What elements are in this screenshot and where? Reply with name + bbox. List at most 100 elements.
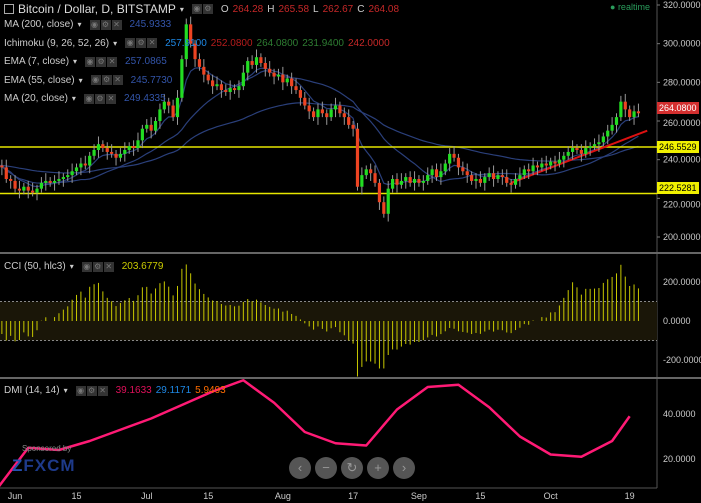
- sponsor-text: Sponsored by: [22, 444, 72, 453]
- candle-body: [259, 57, 263, 63]
- candle-body: [48, 180, 52, 183]
- dropdown-icon[interactable]: ▾: [69, 262, 74, 271]
- candle-body: [369, 169, 373, 174]
- indicator-value: 242.0000: [347, 37, 390, 49]
- candle-body: [57, 179, 61, 181]
- scroll-left-button[interactable]: ‹: [289, 457, 311, 479]
- close-icon[interactable]: ✕: [103, 261, 114, 272]
- candle-body: [202, 66, 206, 75]
- x-tick-label: 17: [348, 491, 358, 501]
- candle-body: [88, 155, 92, 166]
- dmi-plus-value: 39.1633: [115, 385, 152, 396]
- gear-icon[interactable]: ⚙: [94, 93, 105, 104]
- candle-body: [215, 84, 219, 87]
- candle-body: [448, 153, 452, 164]
- resistance-tag: 246.5529: [657, 141, 699, 153]
- gear-icon[interactable]: ⚙: [136, 38, 147, 48]
- y-tick-label: 200.0000: [663, 232, 701, 242]
- candle-body: [290, 78, 294, 87]
- eye-icon[interactable]: ◉: [83, 93, 94, 104]
- candle-body: [373, 173, 377, 183]
- zoom-in-button[interactable]: +: [367, 457, 389, 479]
- close-icon[interactable]: ✕: [111, 19, 122, 30]
- candle-body: [307, 105, 311, 112]
- cci-label[interactable]: CCI (50, hlc3): [4, 261, 66, 272]
- indicator-label[interactable]: MA (200, close): [4, 19, 74, 30]
- moving-average-line: [0, 70, 639, 184]
- dropdown-icon[interactable]: ▾: [71, 94, 76, 103]
- indicator-label[interactable]: MA (20, close): [4, 93, 68, 104]
- candle-body: [597, 142, 601, 145]
- eye-icon[interactable]: ◉: [125, 38, 136, 48]
- candle-body: [619, 101, 623, 118]
- candle-body: [74, 167, 79, 172]
- gear-icon[interactable]: ⚙: [101, 75, 112, 85]
- candle-body: [382, 202, 386, 214]
- candle-body: [443, 163, 447, 172]
- candle-body: [39, 182, 43, 189]
- cci-value: 203.6779: [121, 261, 164, 272]
- eye-icon[interactable]: ◉: [191, 4, 202, 14]
- candle-body: [22, 186, 26, 191]
- eye-icon[interactable]: ◉: [90, 75, 101, 85]
- eye-icon[interactable]: ◉: [89, 19, 100, 30]
- realtime-status: ● realtime: [610, 2, 650, 12]
- collapse-icon[interactable]: [4, 4, 14, 14]
- reset-button[interactable]: ↻: [341, 457, 363, 479]
- candle-body: [70, 171, 74, 176]
- indicator-value: 249.4335: [123, 93, 166, 104]
- candle-body: [101, 144, 105, 149]
- indicator-value: 257.9100: [165, 37, 207, 49]
- candle-body: [241, 72, 245, 87]
- close-icon[interactable]: ✕: [107, 56, 118, 67]
- candle-body: [162, 101, 166, 110]
- candle-body: [272, 72, 276, 77]
- eye-icon[interactable]: ◉: [81, 261, 92, 272]
- candle-body: [228, 88, 232, 92]
- close-icon[interactable]: ✕: [105, 93, 116, 104]
- indicator-label[interactable]: EMA (7, close): [4, 56, 70, 67]
- dropdown-icon[interactable]: ▾: [77, 20, 82, 29]
- candle-body: [31, 190, 35, 193]
- dropdown-icon[interactable]: ▾: [73, 57, 78, 66]
- dropdown-icon[interactable]: ▾: [179, 4, 184, 14]
- symbol-title[interactable]: Bitcoin / Dollar, D, BITSTAMP: [18, 2, 176, 16]
- y-tick-label: 280.0000: [663, 77, 701, 87]
- gear-icon[interactable]: ⚙: [202, 4, 213, 14]
- dropdown-icon[interactable]: ▾: [113, 38, 118, 48]
- dropdown-icon[interactable]: ▾: [63, 386, 68, 395]
- high-label: H: [267, 3, 275, 15]
- candle-body: [206, 74, 210, 81]
- candle-body: [461, 167, 465, 172]
- high-value: 265.58: [278, 3, 310, 15]
- candle-body: [35, 188, 39, 193]
- dropdown-icon[interactable]: ▾: [78, 75, 83, 85]
- indicator-value: 257.0865: [125, 56, 167, 67]
- candle-body: [145, 124, 149, 129]
- scroll-right-button[interactable]: ›: [393, 457, 415, 479]
- candle-body: [347, 117, 351, 125]
- candle-body: [628, 109, 632, 118]
- gear-icon[interactable]: ⚙: [92, 261, 103, 272]
- candle-body: [509, 182, 513, 185]
- zoom-out-button[interactable]: −: [315, 457, 337, 479]
- gear-icon[interactable]: ⚙: [96, 56, 107, 67]
- dmi-label[interactable]: DMI (14, 14): [4, 385, 60, 396]
- close-icon[interactable]: ✕: [97, 385, 108, 396]
- indicator-label[interactable]: Ichimoku (9, 26, 52, 26): [4, 37, 110, 49]
- eye-icon[interactable]: ◉: [75, 385, 86, 396]
- eye-icon[interactable]: ◉: [85, 56, 96, 67]
- candle-body: [426, 175, 430, 181]
- candle-body: [452, 153, 456, 158]
- gear-icon[interactable]: ⚙: [86, 385, 97, 396]
- indicator-label[interactable]: EMA (55, close): [4, 74, 75, 86]
- candle-body: [439, 171, 443, 178]
- candle-body: [276, 74, 281, 77]
- gear-icon[interactable]: ⚙: [100, 19, 111, 30]
- fxcm-logo[interactable]: ZFXCM: [12, 456, 76, 475]
- indicator-value: 252.0800: [210, 37, 253, 49]
- close-icon[interactable]: ✕: [147, 38, 158, 48]
- x-tick-label: Aug: [275, 491, 291, 501]
- close-icon[interactable]: ✕: [112, 75, 123, 85]
